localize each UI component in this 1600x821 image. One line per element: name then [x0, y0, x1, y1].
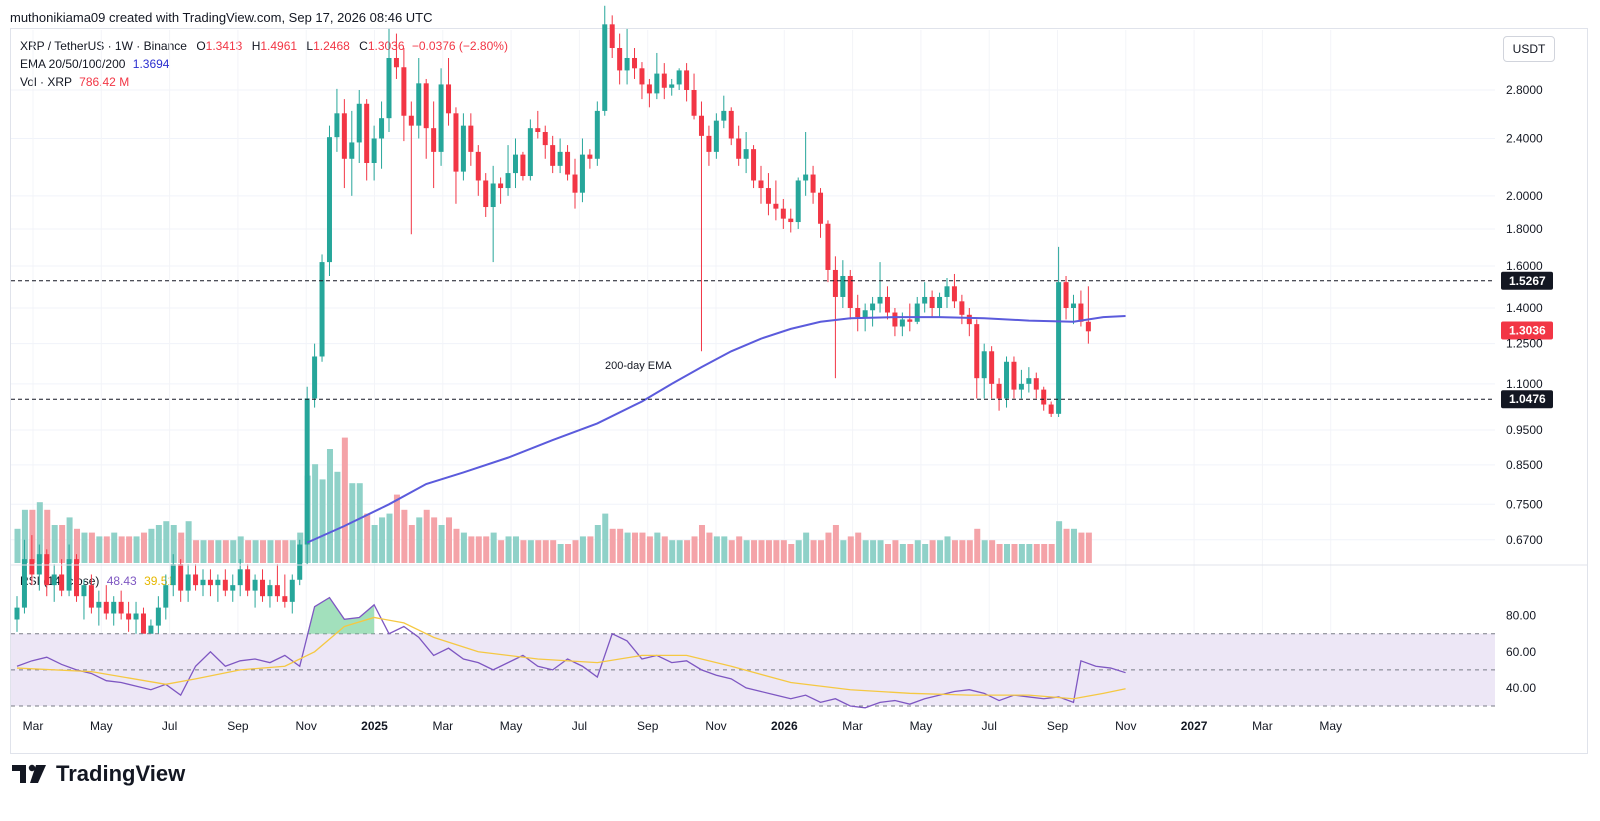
symbol-name: XRP / TetherUS · 1W · Binance: [20, 39, 187, 53]
rsi-value: 48.43: [106, 574, 137, 588]
close-value: 1.3036: [367, 39, 405, 53]
ema-label: EMA 20/50/100/200: [20, 57, 126, 71]
volume-label: Vol · XRP: [20, 75, 72, 89]
rsi-ma-value: 39.51: [144, 574, 175, 588]
tradingview-logo-icon: [12, 764, 46, 783]
symbol-legend: XRP / TetherUS · 1W · Binance O1.3413 H1…: [20, 37, 508, 55]
open-value: 1.3413: [205, 39, 243, 53]
chart-credit: muthonikiama09 created with TradingView.…: [10, 10, 433, 25]
ema-value: 1.3694: [132, 57, 170, 71]
volume-legend[interactable]: Vol · XRP 786.42 M: [20, 73, 129, 91]
low-label: L: [306, 39, 314, 53]
brand-name: TradingView: [56, 761, 186, 786]
change-value: −0.0376 (−2.80%): [411, 39, 508, 53]
low-value: 1.2468: [313, 39, 350, 53]
high-label: H: [251, 39, 261, 53]
chart-frame: [10, 28, 1588, 754]
open-label: O: [196, 39, 206, 53]
high-value: 1.4961: [260, 39, 298, 53]
rsi-legend[interactable]: RSI (14, close) 48.43 39.51: [20, 572, 174, 590]
currency-button[interactable]: USDT: [1503, 36, 1555, 62]
ema-legend[interactable]: EMA 20/50/100/200 1.3694: [20, 55, 169, 73]
tradingview-brand[interactable]: TradingView: [12, 761, 185, 787]
close-label: C: [359, 39, 368, 53]
rsi-label: RSI (14, close): [20, 574, 100, 588]
volume-value: 786.42 M: [79, 75, 130, 89]
